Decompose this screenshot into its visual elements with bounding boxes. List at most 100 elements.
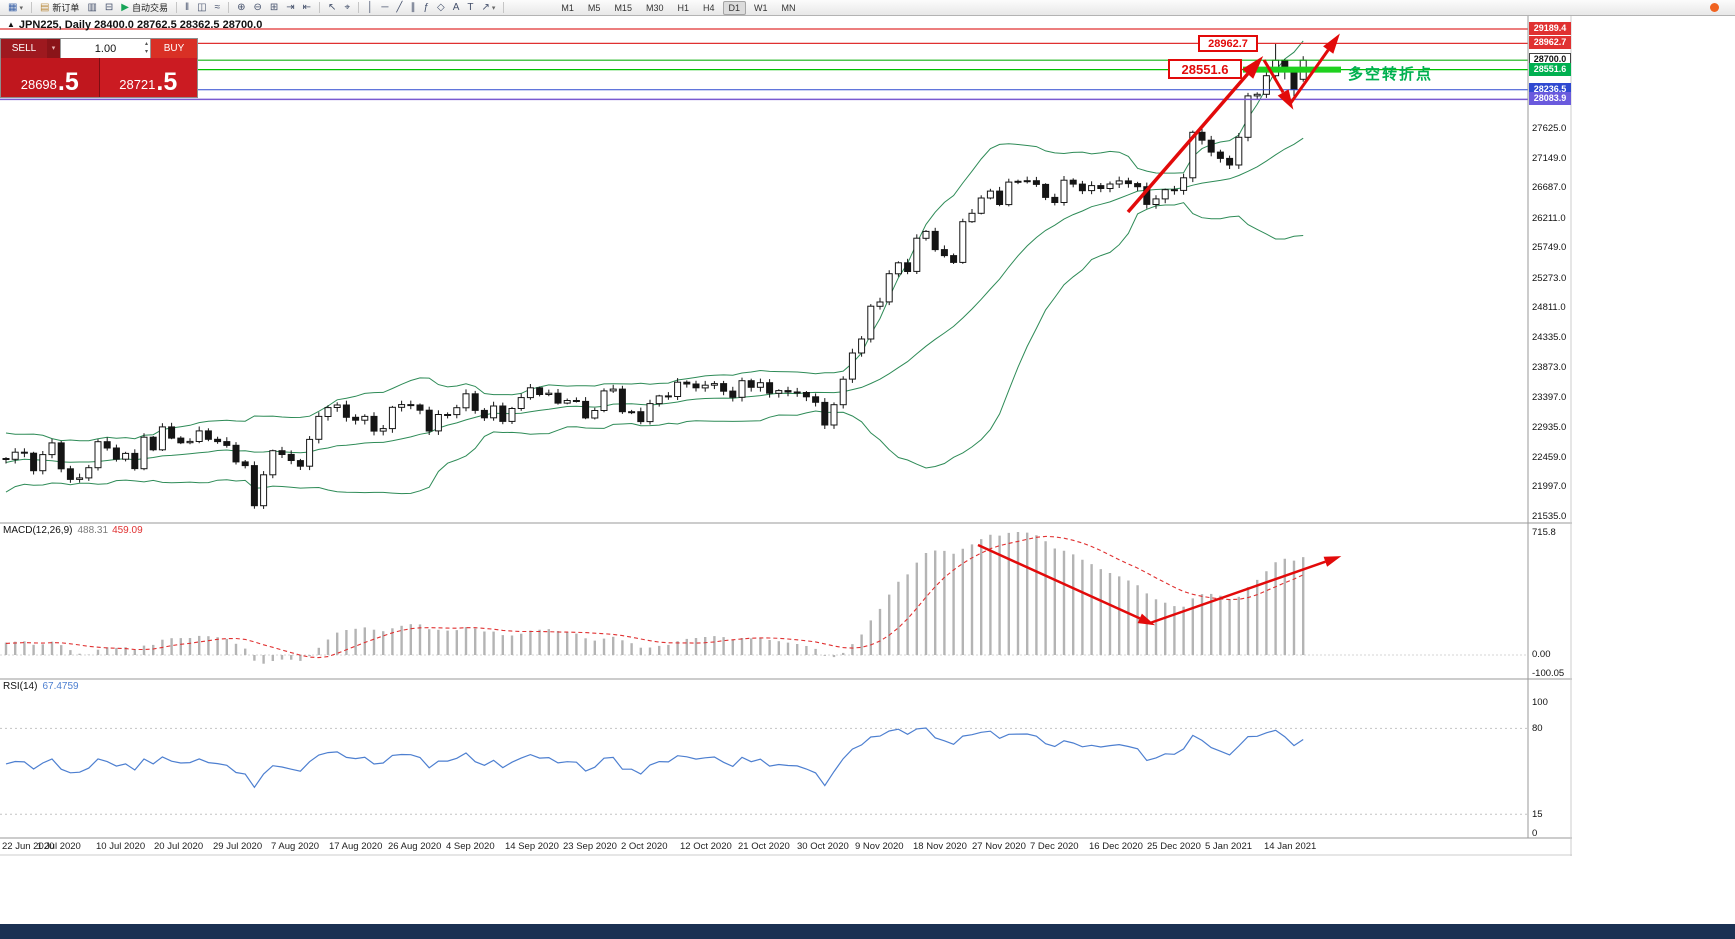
- volume-input[interactable]: 1.00 ▴ ▾: [60, 39, 151, 58]
- date-label: 12 Oct 2020: [680, 841, 732, 852]
- chart-candles-icon[interactable]: ◫: [194, 1, 209, 15]
- price-tick-label: 21535.0: [1532, 511, 1567, 522]
- price-tick-label: 21997.0: [1532, 481, 1567, 492]
- sell-button[interactable]: 28698 .5: [1, 58, 100, 97]
- price-tick-label: 26211.0: [1532, 213, 1566, 224]
- timeframe-m1-button[interactable]: M1: [561, 2, 574, 13]
- price-tick-label: 24811.0: [1532, 302, 1566, 313]
- zoom-in-icon[interactable]: ⊕: [234, 1, 248, 15]
- price-marker-29189.4: 29189.4: [1529, 22, 1571, 35]
- notification-dot-icon[interactable]: [1710, 3, 1719, 12]
- horizontal-line-icon[interactable]: ─: [378, 1, 391, 15]
- equidistant-channel-icon[interactable]: ∥: [407, 1, 418, 15]
- rsi-value: 67.4759: [42, 681, 79, 692]
- date-label: 9 Nov 2020: [855, 841, 904, 852]
- chart-canvas[interactable]: [0, 16, 1572, 856]
- crosshair-icon[interactable]: ⌖: [341, 1, 353, 15]
- date-axis[interactable]: 22 Jun 2020 1 Jul 2020 10 Jul 2020 20 Jul 2…: [0, 839, 1528, 856]
- pivot-price-label[interactable]: 28551.6: [1168, 59, 1242, 79]
- toolbar-separator: [503, 2, 505, 13]
- timeframe-mn-button[interactable]: MN: [781, 2, 796, 13]
- chart-bars-icon: ‖: [185, 1, 190, 13]
- new-chart-icon[interactable]: ▦ ▾: [5, 1, 26, 15]
- sell-price-main: 28698: [20, 77, 57, 92]
- vertical-line-icon[interactable]: │: [364, 1, 376, 15]
- chart-bars-icon[interactable]: ‖: [182, 1, 192, 15]
- rsi-axis-label: 100: [1532, 697, 1548, 708]
- timeframe-d1-button[interactable]: D1: [722, 0, 747, 15]
- price-tick-label: 27149.0: [1532, 153, 1567, 164]
- timeframe-w1-button[interactable]: W1: [754, 2, 768, 13]
- charts-profile-icon: ▥: [87, 1, 97, 13]
- buy-price-main: 28721: [119, 77, 156, 92]
- sell-button-small[interactable]: SELL: [1, 39, 47, 58]
- date-label: 16 Dec 2020: [1089, 841, 1143, 852]
- new-order-button[interactable]: ▤ 新订单: [37, 1, 82, 15]
- date-label: 7 Dec 2020: [1030, 841, 1079, 852]
- toolbar-separator: [176, 2, 177, 13]
- price-tick-label: 27625.0: [1532, 123, 1567, 134]
- chart-shift-icon[interactable]: ⇤: [300, 1, 314, 15]
- trendline-icon: ╱: [396, 1, 403, 13]
- shapes-icon: ◇: [437, 1, 445, 13]
- timeframe-m5-button[interactable]: M5: [587, 2, 601, 13]
- price-axis[interactable]: 27625.0 27149.0 26687.0 26211.0 25749.0 25273…: [1529, 16, 1572, 839]
- cursor-icon[interactable]: ↖: [325, 1, 339, 15]
- volume-up-icon[interactable]: ▴: [144, 41, 148, 47]
- resistance-price-label[interactable]: 28962.7: [1198, 35, 1258, 52]
- tile-windows-icon: ⊞: [269, 1, 279, 13]
- cursor-icon: ↖: [328, 1, 337, 13]
- order-type-caret-icon[interactable]: ▾: [47, 39, 60, 58]
- date-label: 2 Oct 2020: [621, 841, 668, 852]
- timeframe-toolbar: M1 M5 M15 M30 H1 H4 D1 W1 MN: [554, 0, 802, 15]
- price-tick-label: 25749.0: [1532, 242, 1567, 253]
- buy-button[interactable]: 28721 .5: [99, 58, 197, 97]
- price-marker-28551.6: 28551.6: [1529, 63, 1571, 76]
- date-label: 20 Jul 2020: [154, 841, 204, 852]
- macd-panel-separator[interactable]: [0, 522, 1572, 525]
- shapes-icon[interactable]: ◇: [434, 1, 448, 15]
- date-label: 1 Jul 2020: [37, 841, 81, 852]
- label-icon: T: [467, 1, 474, 13]
- chart-shift-icon: ⇤: [302, 1, 312, 13]
- arrows-icon[interactable]: ↗ ▾: [479, 1, 499, 15]
- tile-windows-icon[interactable]: ⊞: [267, 1, 281, 15]
- rsi-panel-separator[interactable]: [0, 678, 1572, 681]
- toolbar-separator: [319, 2, 321, 13]
- macd-axis-label: 0.00: [1532, 649, 1551, 660]
- pivot-annotation-text[interactable]: 多空转折点: [1348, 66, 1434, 83]
- date-label: 17 Aug 2020: [329, 841, 383, 852]
- window-layout-icon[interactable]: ⊟: [102, 1, 116, 15]
- price-tick-label: 24335.0: [1532, 332, 1567, 343]
- timeframe-h4-button[interactable]: H4: [702, 2, 715, 13]
- charts-profile-icon[interactable]: ▥: [84, 1, 99, 15]
- auto-scroll-icon[interactable]: ⇥: [283, 1, 297, 15]
- text-icon[interactable]: A: [450, 1, 463, 15]
- timeframe-m15-button[interactable]: M15: [614, 2, 632, 13]
- price-tick-label: 22935.0: [1532, 422, 1567, 433]
- date-label: 23 Sep 2020: [563, 841, 617, 852]
- date-label: 14 Sep 2020: [505, 841, 559, 852]
- trendline-icon[interactable]: ╱: [393, 1, 405, 15]
- label-icon[interactable]: T: [464, 1, 476, 15]
- timeframe-h1-button[interactable]: H1: [677, 2, 689, 13]
- price-tick-label: 26687.0: [1532, 182, 1567, 193]
- algo-trading-button[interactable]: ▶ 自动交易: [118, 1, 171, 15]
- toolbar-separator: [358, 2, 360, 13]
- chart-line-icon: ≈: [214, 1, 221, 13]
- macd-indicator-label: MACD(12,26,9) 488.31 459.09: [3, 525, 143, 536]
- buy-button-small[interactable]: BUY: [151, 39, 197, 58]
- timeframe-m30-button[interactable]: M30: [645, 2, 664, 13]
- date-label: 10 Jul 2020: [96, 841, 146, 852]
- sell-price-pips: .5: [57, 68, 79, 96]
- rsi-axis-label: 80: [1532, 723, 1543, 734]
- new-chart-icon: ▦: [8, 1, 18, 13]
- volume-down-icon[interactable]: ▾: [144, 49, 148, 55]
- fibonacci-icon[interactable]: ƒ: [420, 1, 432, 15]
- zoom-in-icon: ⊕: [237, 1, 246, 13]
- chart-overlay: ▲ JPN225, Daily 28400.0 28762.5 28362.5 2…: [0, 16, 1572, 856]
- vertical-line-icon: │: [367, 1, 374, 13]
- zoom-out-icon[interactable]: ⊖: [250, 1, 264, 15]
- chart-line-icon[interactable]: ≈: [212, 1, 224, 15]
- macd-axis-label: 715.8: [1532, 527, 1556, 538]
